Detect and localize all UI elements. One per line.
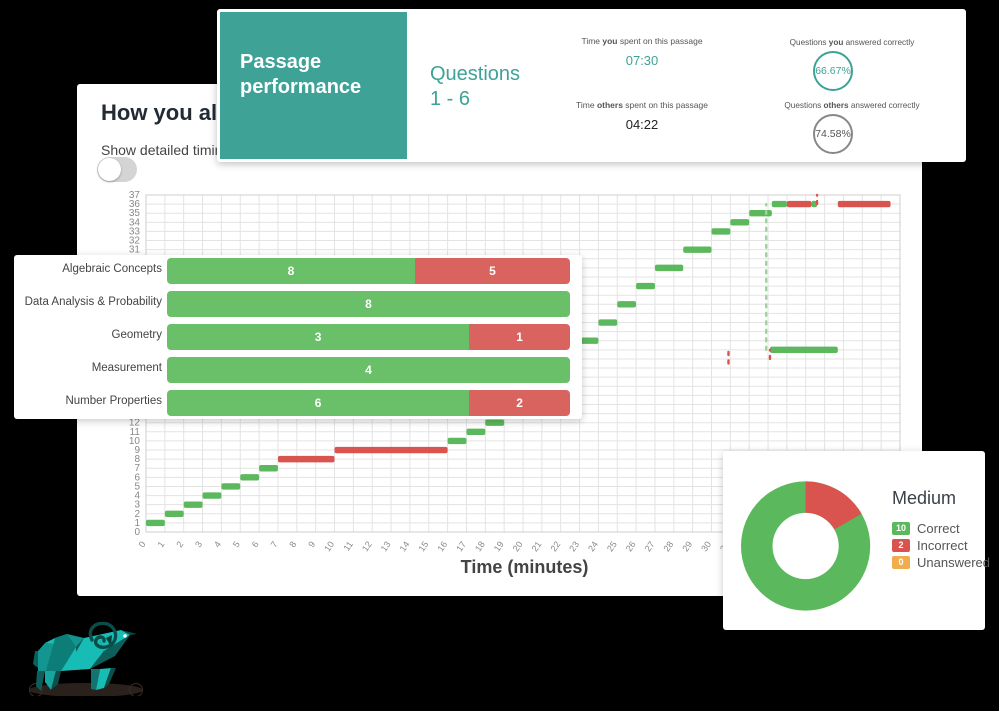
svg-text:25: 25 <box>605 539 619 553</box>
svg-text:0: 0 <box>137 539 148 549</box>
svg-text:30: 30 <box>699 539 713 553</box>
svg-text:3: 3 <box>193 539 204 549</box>
svg-text:4: 4 <box>212 539 223 549</box>
svg-text:1: 1 <box>155 539 166 549</box>
svg-text:18: 18 <box>473 539 487 553</box>
svg-text:10: 10 <box>322 539 336 553</box>
svg-text:27: 27 <box>643 539 657 553</box>
svg-text:2: 2 <box>174 539 185 549</box>
svg-text:28: 28 <box>662 539 676 553</box>
svg-text:20: 20 <box>511 539 525 553</box>
svg-text:26: 26 <box>624 539 638 553</box>
svg-text:17: 17 <box>454 539 468 553</box>
svg-text:19: 19 <box>492 539 506 553</box>
svg-text:13: 13 <box>379 539 393 553</box>
svg-text:11: 11 <box>341 539 355 552</box>
svg-text:15: 15 <box>416 539 430 553</box>
svg-text:23: 23 <box>567 539 581 553</box>
svg-text:22: 22 <box>548 539 562 553</box>
svg-text:6: 6 <box>250 539 261 549</box>
svg-text:37: 37 <box>129 190 141 201</box>
svg-text:9: 9 <box>306 539 317 549</box>
svg-text:7: 7 <box>269 539 280 549</box>
svg-text:5: 5 <box>231 539 242 549</box>
svg-text:14: 14 <box>398 539 412 553</box>
svg-text:12: 12 <box>360 539 374 553</box>
svg-text:16: 16 <box>435 539 449 553</box>
svg-text:21: 21 <box>530 539 544 553</box>
svg-text:24: 24 <box>586 539 600 553</box>
svg-text:8: 8 <box>287 539 298 549</box>
svg-text:29: 29 <box>680 539 694 553</box>
